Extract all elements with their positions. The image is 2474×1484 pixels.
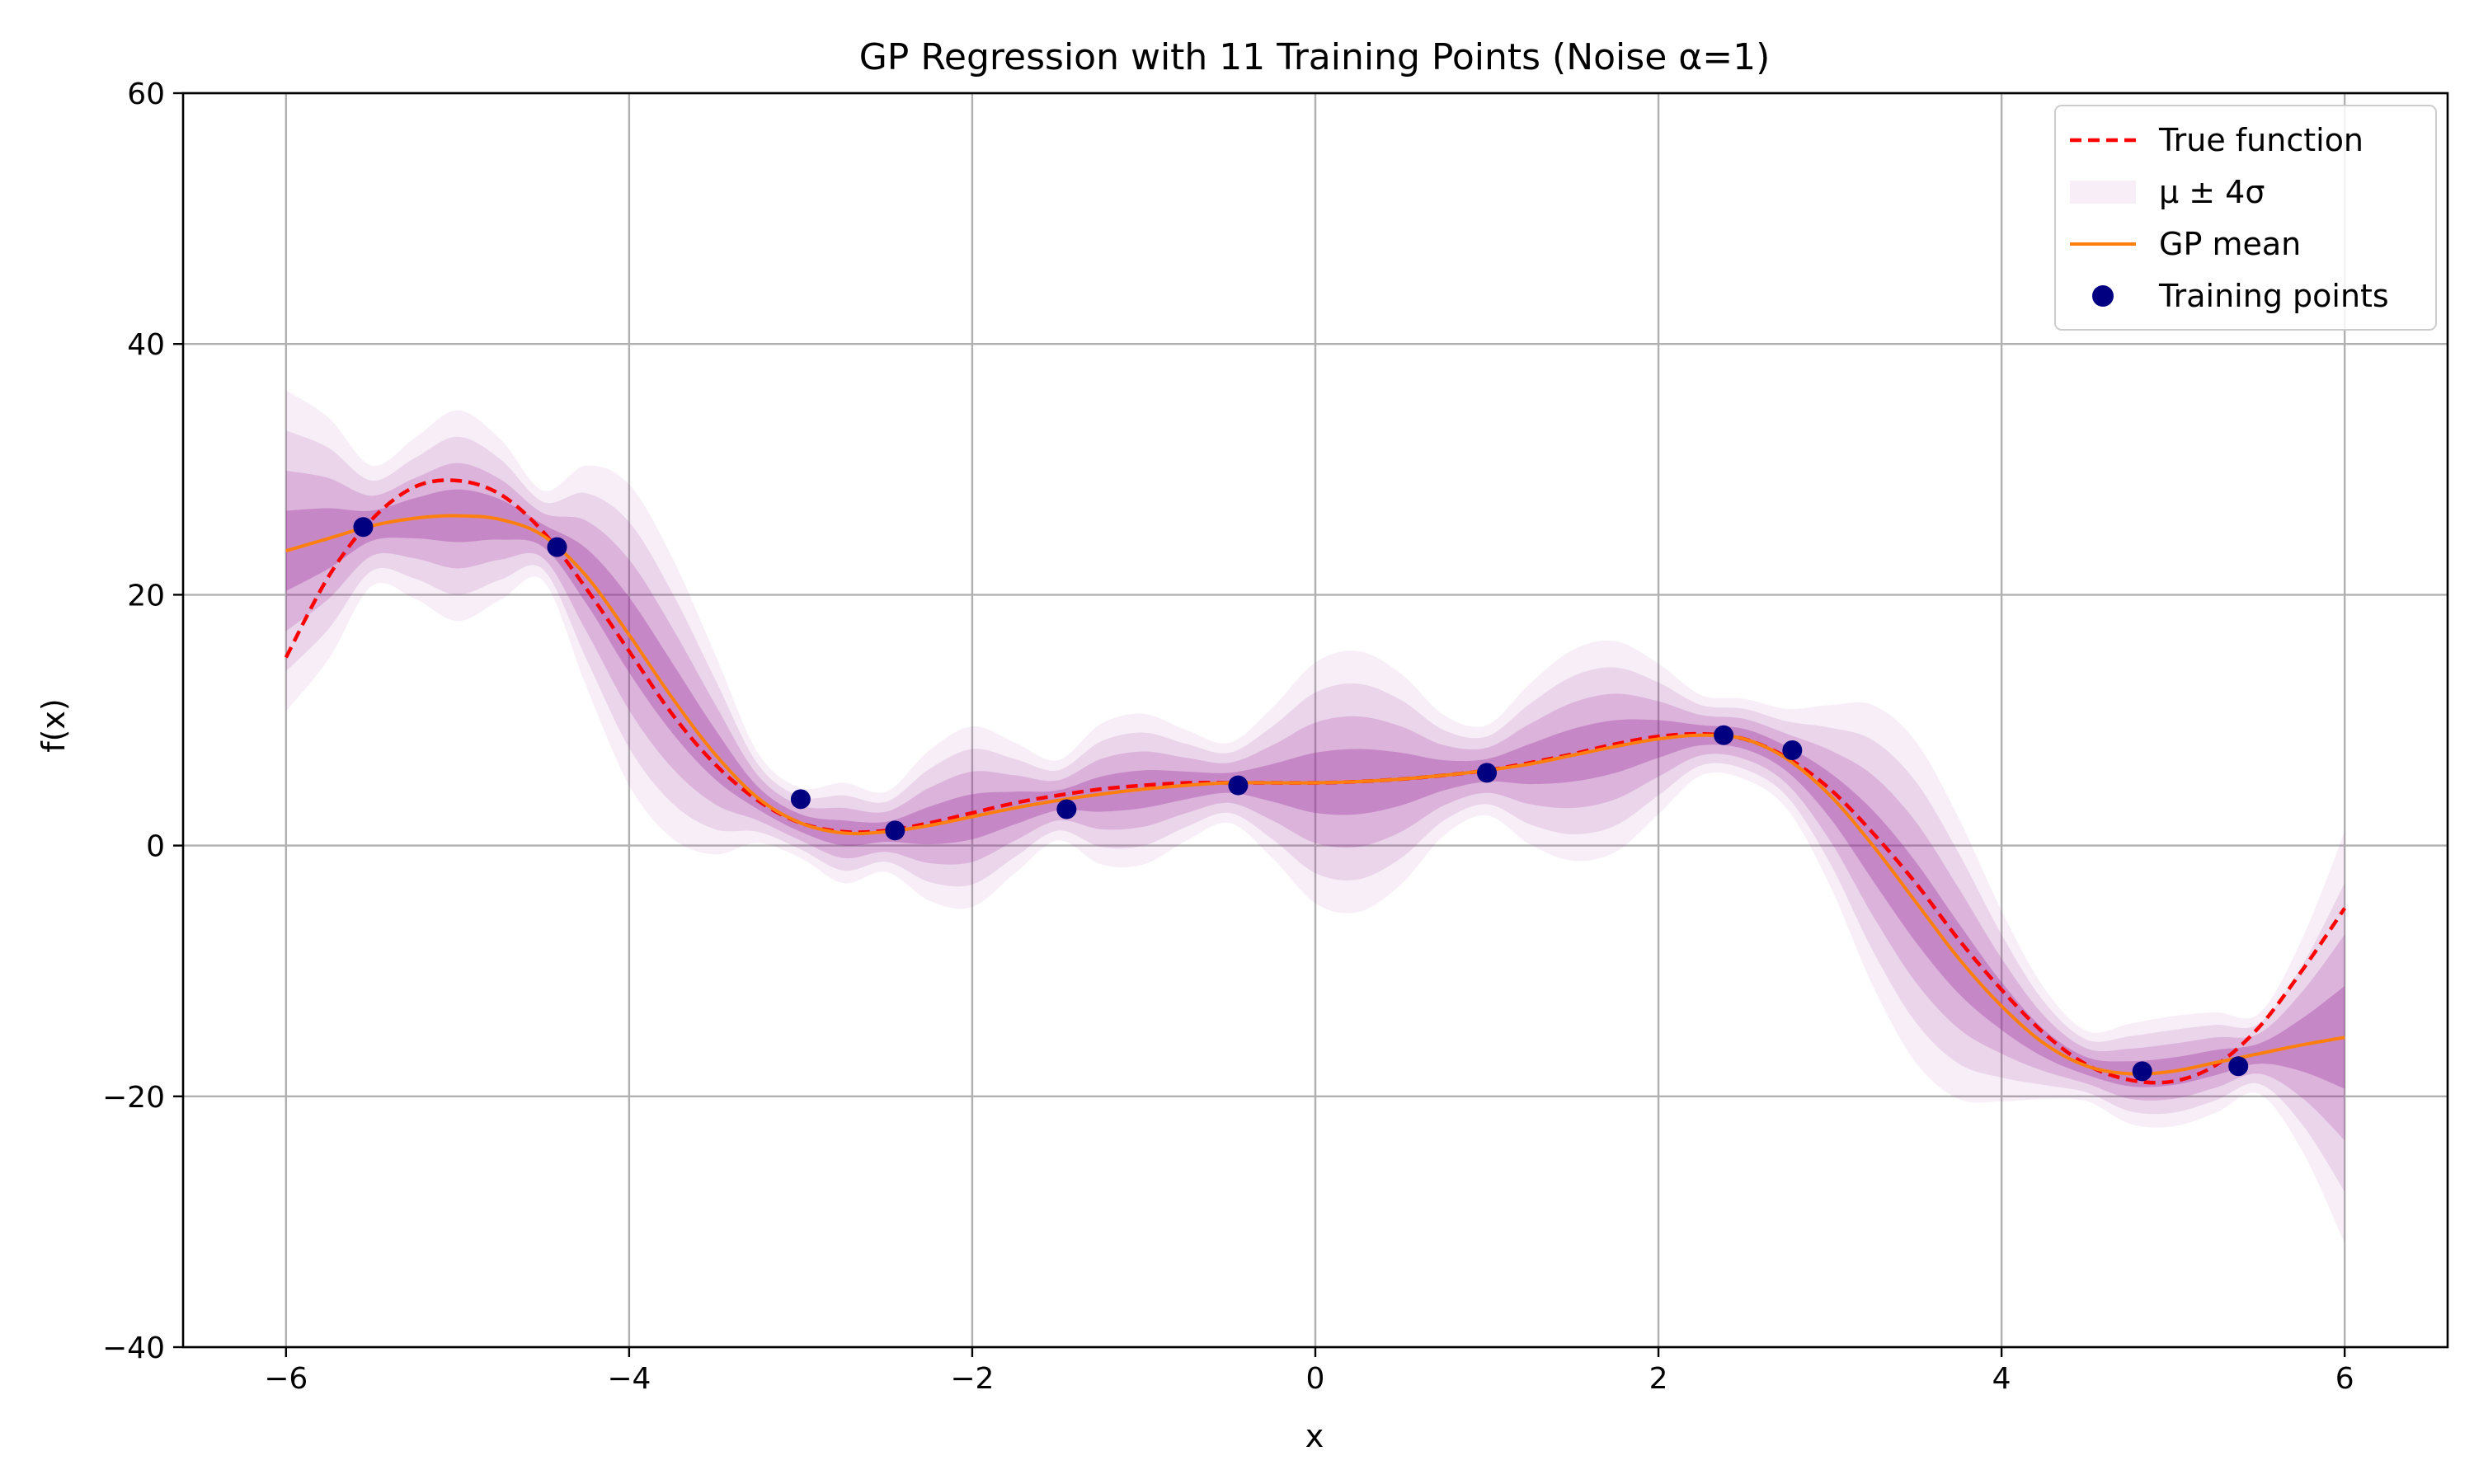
training-point (1477, 763, 1498, 783)
legend-box (2054, 105, 2437, 331)
chart-title: GP Regression with 11 Training Points (N… (859, 36, 1771, 78)
x-tick-label: 0 (1306, 1362, 1325, 1396)
uncertainty-band-2sigma (285, 463, 2345, 1141)
training-point (885, 820, 905, 841)
training-point (1782, 740, 1803, 761)
uncertainty-band-3sigma (285, 430, 2345, 1192)
y-tick-label: 20 (127, 579, 165, 613)
legend: True function μ ± 4σ GP mean Training point… (2054, 105, 2437, 331)
training-point (1056, 799, 1077, 819)
y-tick-label: 0 (146, 830, 165, 864)
training-point (1228, 775, 1249, 796)
y-tick-label: −20 (102, 1081, 165, 1115)
legend-label: GP mean (2159, 226, 2301, 262)
training-point (2228, 1056, 2249, 1077)
legend-label: True function (2158, 122, 2363, 158)
x-axis-label: x (1305, 1418, 1324, 1454)
y-tick-label: 40 (127, 328, 165, 362)
legend-handle-uncertainty (2070, 181, 2136, 204)
training-point (2132, 1061, 2152, 1082)
legend-handle-training-points (2092, 285, 2114, 307)
y-axis-label: f(x) (35, 698, 72, 753)
training-points (353, 517, 2249, 1082)
x-tick-label: −4 (607, 1362, 651, 1396)
y-tick-label: 60 (127, 77, 165, 111)
x-tick-label: 6 (2335, 1362, 2354, 1396)
legend-label: μ ± 4σ (2159, 174, 2265, 210)
uncertainty-bands (285, 390, 2345, 1243)
uncertainty-band-1sigma (285, 489, 2345, 1089)
x-tick-label: −2 (950, 1362, 994, 1396)
uncertainty-band-4sigma (285, 390, 2345, 1243)
training-point (1714, 725, 1734, 745)
y-tick-label: −40 (102, 1331, 165, 1365)
series-lines (284, 478, 2347, 1085)
legend-label: Training points (2158, 278, 2389, 314)
x-tick-label: 2 (1649, 1362, 1668, 1396)
training-point (790, 789, 811, 810)
x-tick-label: 4 (1992, 1362, 2011, 1396)
training-point (547, 537, 567, 557)
training-point (353, 517, 374, 538)
x-tick-label: −6 (264, 1362, 308, 1396)
gp-mean-line (285, 514, 2345, 1076)
